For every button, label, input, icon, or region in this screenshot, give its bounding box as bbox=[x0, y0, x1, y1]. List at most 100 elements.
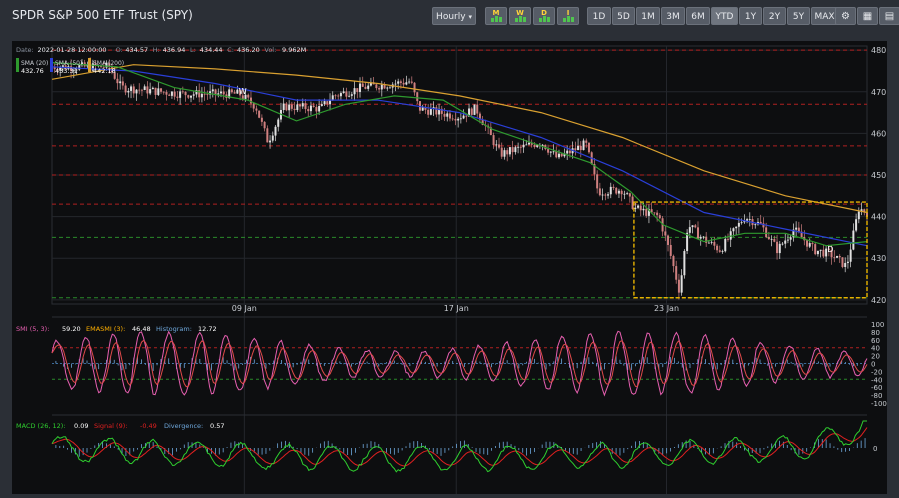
mini-bar-icon bbox=[523, 17, 526, 22]
candle-body bbox=[563, 153, 566, 157]
gear-icon[interactable]: ⚙ bbox=[835, 7, 856, 25]
mini-bar-icon bbox=[547, 17, 550, 22]
info-key: O: bbox=[116, 46, 123, 54]
candle-body bbox=[557, 153, 560, 158]
candle-body bbox=[748, 219, 751, 220]
range-button-1m[interactable]: 1M bbox=[636, 7, 660, 25]
candle-body bbox=[312, 105, 315, 107]
macd-legend-value: 0.57 bbox=[210, 422, 224, 430]
candle-body bbox=[203, 93, 206, 95]
candle-body bbox=[255, 108, 258, 111]
chart-area[interactable]: 420 430 440 450 460 470 480 09 Jan 17 Jan 23 Jan W… bbox=[12, 41, 887, 494]
info-value: 436.94 bbox=[163, 46, 186, 54]
candle-body bbox=[836, 255, 839, 258]
range-button-1d[interactable]: 1D bbox=[587, 7, 611, 25]
candle-body bbox=[767, 237, 770, 240]
candle-body bbox=[541, 144, 544, 146]
candle-body bbox=[789, 237, 792, 240]
smi-y-tick-label: -20 bbox=[871, 368, 882, 376]
candle-body bbox=[577, 145, 580, 151]
legend-swatch bbox=[50, 58, 53, 72]
smi-y-tick-label: -80 bbox=[871, 392, 882, 400]
candle-body bbox=[271, 135, 274, 141]
candle-body bbox=[75, 69, 78, 71]
info-value: 434.44 bbox=[200, 46, 223, 54]
interval-dropdown[interactable]: Hourly ▾ bbox=[432, 7, 476, 25]
range-button-3m[interactable]: 3M bbox=[661, 7, 685, 25]
candle-body bbox=[124, 85, 127, 93]
candle-body bbox=[691, 225, 694, 228]
smi-y-tick-label: 60 bbox=[871, 337, 880, 345]
candle-body bbox=[236, 89, 239, 94]
candle-body bbox=[637, 205, 640, 208]
emasmi-line bbox=[51, 339, 868, 388]
candle-body bbox=[299, 104, 302, 107]
candle-body bbox=[560, 153, 563, 157]
candle-body bbox=[184, 91, 187, 96]
candle-body bbox=[675, 266, 678, 280]
chart-svg[interactable]: 420 430 440 450 460 470 480 09 Jan 17 Jan 23 Jan W… bbox=[12, 41, 887, 494]
candle-body bbox=[230, 89, 233, 93]
candle-body bbox=[211, 89, 214, 92]
candle-body bbox=[402, 82, 405, 85]
candle-body bbox=[514, 147, 517, 153]
candle-body bbox=[405, 82, 408, 85]
candle-body bbox=[359, 83, 362, 92]
candle-body bbox=[628, 193, 631, 197]
x-tick-label: 23 Jan bbox=[654, 304, 679, 313]
monthly-indicator-button[interactable]: M bbox=[485, 7, 507, 25]
candle-body bbox=[604, 194, 607, 196]
chevron-down-icon: ▾ bbox=[468, 13, 472, 21]
pattern-marker-d: D bbox=[827, 245, 833, 254]
weekly-indicator-button[interactable]: W bbox=[509, 7, 531, 25]
range-button-max[interactable]: MAX bbox=[811, 7, 838, 25]
intraday-indicator-button[interactable]: I bbox=[557, 7, 579, 25]
candle-body bbox=[165, 92, 168, 95]
candle-body bbox=[192, 94, 195, 96]
candle-body bbox=[181, 91, 184, 93]
candle-body bbox=[680, 275, 683, 293]
candle-body bbox=[650, 209, 653, 213]
candle-body bbox=[508, 147, 511, 155]
candle-body bbox=[855, 219, 858, 231]
candle-body bbox=[746, 219, 749, 221]
candle-body bbox=[241, 95, 244, 99]
candle-body bbox=[228, 89, 231, 98]
calculator-icon[interactable]: ▦ bbox=[857, 7, 878, 25]
candle-body bbox=[198, 90, 201, 98]
macd-legend-value: -0.49 bbox=[140, 422, 157, 430]
candle-body bbox=[677, 279, 680, 293]
candle-body bbox=[361, 83, 364, 87]
candle-body bbox=[296, 104, 299, 111]
candle-body bbox=[827, 248, 830, 250]
smi-legend-label: EMASMI (3): bbox=[86, 325, 125, 333]
range-button-5d[interactable]: 5D bbox=[612, 7, 635, 25]
candle-body bbox=[399, 81, 402, 83]
range-button-5y[interactable]: 5Y bbox=[787, 7, 810, 25]
daily-indicator-button[interactable]: D bbox=[533, 7, 555, 25]
smi-legend-label: SMI (5, 3): bbox=[16, 325, 49, 333]
table-icon[interactable]: ▤ bbox=[879, 7, 899, 25]
candle-body bbox=[369, 82, 372, 86]
range-button-1y[interactable]: 1Y bbox=[739, 7, 762, 25]
candle-body bbox=[710, 241, 713, 243]
info-value: 9.962M bbox=[282, 46, 306, 54]
macd-legend-value: 0.09 bbox=[74, 422, 88, 430]
smi-y-tick-label: -60 bbox=[871, 384, 882, 392]
range-button-6m[interactable]: 6M bbox=[686, 7, 710, 25]
range-button-ytd[interactable]: YTD bbox=[711, 7, 738, 25]
range-button-2y[interactable]: 2Y bbox=[763, 7, 786, 25]
interval-label: Hourly bbox=[436, 12, 466, 22]
candle-body bbox=[130, 86, 133, 91]
candle-body bbox=[394, 83, 397, 85]
mini-bar-icon bbox=[495, 16, 498, 22]
candle-body bbox=[784, 240, 787, 244]
legend-item: SMA (200)442.18 bbox=[88, 58, 124, 75]
candle-body bbox=[438, 108, 441, 115]
mini-bar-icon bbox=[567, 16, 570, 22]
candle-body bbox=[765, 227, 768, 238]
legend-label: SMA (20) bbox=[21, 60, 48, 67]
legend-value: 432.76 bbox=[21, 67, 44, 75]
candle-body bbox=[72, 70, 75, 72]
